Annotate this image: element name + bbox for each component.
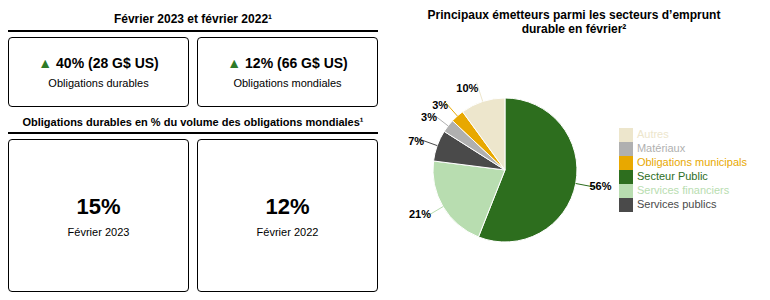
svg-text:21%: 21% bbox=[409, 208, 431, 220]
html-text:Obligations municipals: Obligations municipals bbox=[636, 155, 747, 168]
html-text:Secteur Public: Secteur Public bbox=[636, 170, 708, 182]
html-text:▲ 40% (28 G$ US): ▲ 40% (28 G$ US) bbox=[38, 55, 159, 71]
svg-text:56%: 56% bbox=[589, 180, 611, 192]
html-text:▲ 12% (66 G$ US): ▲ 12% (66 G$ US) bbox=[227, 55, 348, 71]
html-text:Février 2023: Février 2023 bbox=[67, 225, 130, 238]
html-text:Obligations mondiales: Obligations mondiales bbox=[233, 77, 342, 89]
svg-text:7%: 7% bbox=[408, 135, 424, 147]
svg-text:3%: 3% bbox=[432, 99, 448, 111]
svg-text:3%: 3% bbox=[421, 111, 437, 123]
html-text:Services financiers: Services financiers bbox=[636, 184, 730, 197]
html-text:Services publics: Services publics bbox=[636, 198, 717, 211]
html-text:Matériaux: Matériaux bbox=[636, 141, 686, 154]
svg-text:10%: 10% bbox=[456, 82, 478, 94]
html-text:Obligations durables en % du v: Obligations durables en % du volume des … bbox=[22, 116, 364, 128]
html-text:15%: 15% bbox=[76, 193, 121, 219]
html-text:Février 2023 et février 2022¹: Février 2023 et février 2022¹ bbox=[113, 12, 272, 26]
html-text:Autres: Autres bbox=[636, 127, 669, 140]
html-text:Février 2022: Février 2022 bbox=[256, 225, 319, 238]
html-text:12%: 12% bbox=[265, 193, 310, 219]
html-text:Obligations durables: Obligations durables bbox=[48, 77, 149, 89]
html-text:Principaux émetteurs parmi les: Principaux émetteurs parmi les secteurs … bbox=[427, 8, 721, 36]
